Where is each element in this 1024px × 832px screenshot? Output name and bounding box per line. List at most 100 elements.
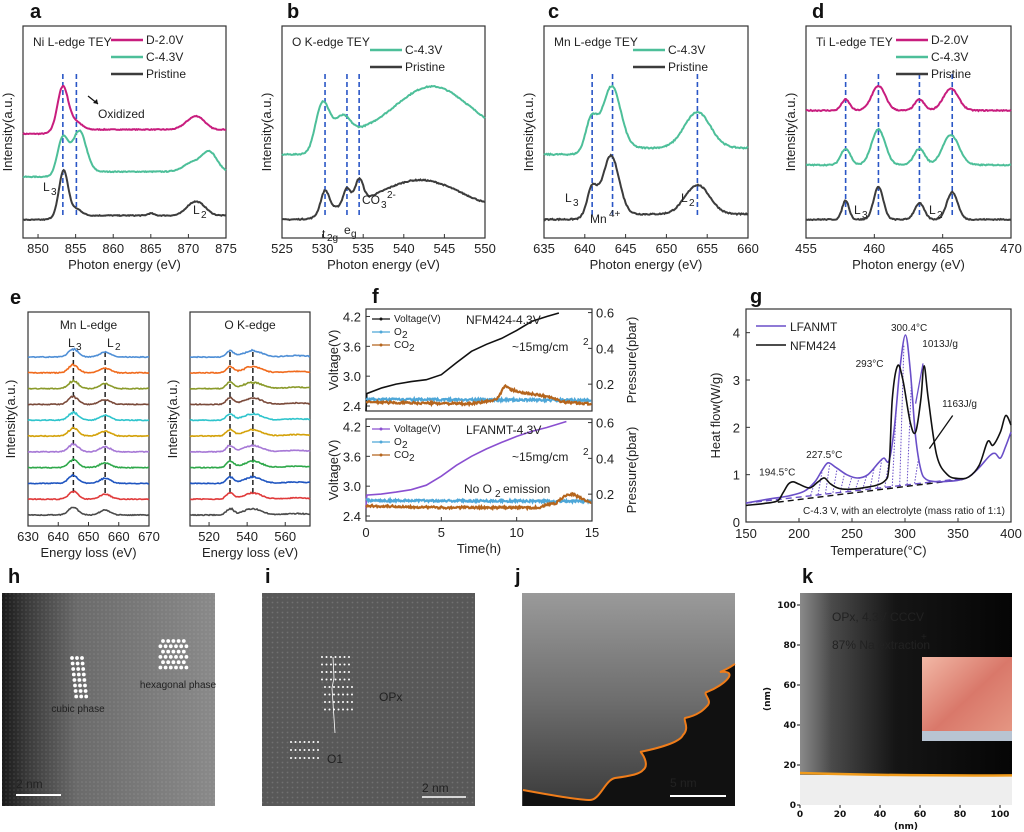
hexagonal-lattice-dot <box>174 655 178 659</box>
loading-note-sup: 2 <box>583 337 589 348</box>
x-tick-label: 80 <box>954 810 967 820</box>
x-tick-label: 0 <box>797 810 803 820</box>
x-axis-label: Photon energy (eV) <box>590 257 703 272</box>
o1-lattice-dot <box>294 749 297 751</box>
annotation-sub: 2 <box>689 198 695 209</box>
opx-lattice-dot <box>333 693 335 696</box>
annotation-eg: e <box>344 223 351 237</box>
opx-lattice-dot <box>330 671 332 673</box>
hexagonal-lattice-dot <box>161 660 165 665</box>
annotation-l2: L <box>929 203 936 217</box>
x-tick-label: 645 <box>615 241 637 256</box>
panel-label-j: j <box>514 566 521 588</box>
stack-spectrum-line <box>189 412 311 422</box>
stack-spectrum-line <box>27 506 150 517</box>
o1-lattice-dot <box>308 749 310 751</box>
opx-lattice-dot <box>339 671 341 673</box>
y-tick-label: 20 <box>783 761 796 771</box>
x-tick-label: 650 <box>78 529 100 544</box>
hexagonal-lattice-dot <box>174 644 178 649</box>
y2-axis-label: Pressure(pbar) <box>624 427 639 514</box>
annotation-sub: 2 <box>937 210 943 221</box>
legend-label: Pristine <box>668 60 708 74</box>
integration-hatch <box>847 476 853 492</box>
x-tick-label: 630 <box>17 529 39 544</box>
opx-lattice-dot <box>324 701 326 703</box>
cubic-lattice-dot <box>80 656 84 660</box>
opx-lattice-dot <box>337 686 340 688</box>
hexagonal-lattice-dot <box>168 665 173 670</box>
hexagonal-lattice-dot <box>166 649 171 654</box>
series-line-nfm424 <box>745 364 1012 507</box>
electrolyte-region <box>800 775 1012 805</box>
opx-lattice-dot <box>337 708 340 711</box>
scale-bar-label-j: 5 nm <box>670 776 697 790</box>
series-line-pristine <box>281 176 486 222</box>
stack-spectrum-line <box>27 442 149 454</box>
panel-label-h: h <box>8 566 20 588</box>
annotation-no-o2: No O <box>464 482 492 496</box>
label-opx: OPx <box>379 690 402 704</box>
opx-lattice-dot <box>346 701 349 703</box>
opx-lattice-dot <box>328 693 331 696</box>
y-tick-label: 3.6 <box>343 449 361 464</box>
legend-marker <box>379 453 383 457</box>
series-line-d-2-0v <box>805 84 1012 113</box>
x-tick-label: 10 <box>509 525 523 540</box>
chart-a-frame <box>22 25 227 239</box>
hexagonal-lattice-dot <box>179 665 184 670</box>
annotation-293c: 293°C <box>856 359 884 370</box>
opx-lattice-dot <box>324 708 326 711</box>
x-tick-label: 540 <box>236 529 258 544</box>
x-tick-label: 100 <box>991 810 1010 820</box>
chart-g-frame <box>745 308 1012 523</box>
stack-spectrum-line <box>27 474 149 485</box>
chart-title: O K-edge TEY <box>292 35 370 49</box>
cubic-lattice-dot <box>74 694 79 699</box>
x-tick-label: 545 <box>434 241 456 256</box>
o1-lattice-dot <box>290 749 292 751</box>
y-tick-label: 0 <box>733 515 740 530</box>
x-tick-label: 0 <box>362 525 369 540</box>
o1-lattice-dot <box>317 749 319 751</box>
annotation-300-4c: 300.4°C <box>891 323 927 334</box>
hexagonal-lattice-dot <box>171 649 176 654</box>
o1-lattice-dot <box>299 749 301 751</box>
x-tick-label: 150 <box>735 526 757 541</box>
panel-label-i: i <box>265 566 271 588</box>
hexagonal-lattice-dot <box>158 655 163 659</box>
hexagonal-lattice-dot <box>184 655 189 659</box>
x-axis-label: Energy loss (eV) <box>40 545 136 560</box>
opx-lattice-dot <box>334 671 337 673</box>
integration-hatch <box>832 468 838 493</box>
chart-title: Ni L-edge TEY <box>33 35 112 49</box>
annotation-l3: L <box>854 203 861 217</box>
y-axis-label: Voltage(V) <box>326 440 341 501</box>
y-axis-label: Intensity(a.u.) <box>259 93 274 172</box>
x-tick-label: 640 <box>574 241 596 256</box>
stack-spectrum-line <box>27 490 150 501</box>
series-line-o2 <box>365 496 592 506</box>
interface-line-k <box>799 771 1013 777</box>
legend-label: O <box>394 327 402 338</box>
opx-lattice-dot <box>325 656 328 658</box>
hexagonal-lattice-dot <box>184 665 189 670</box>
series-line-co2 <box>365 383 593 408</box>
chart-d-frame <box>805 25 1012 239</box>
o1-lattice-dot <box>308 757 310 759</box>
opx-lattice-dot <box>343 678 346 681</box>
annotation-arrow-purple <box>914 363 924 404</box>
hexagonal-lattice-dot <box>166 639 171 643</box>
y2-axis-label: Pressure(pbar) <box>624 317 639 404</box>
x-tick-label: 550 <box>474 241 496 256</box>
legend-marker <box>379 317 383 321</box>
legend-sub: 2 <box>409 453 415 464</box>
legend-sub: 2 <box>409 343 415 354</box>
opx-lattice-dot <box>324 686 326 688</box>
x-tick-label: 465 <box>932 241 954 256</box>
loading-note-sup: 2 <box>583 447 589 458</box>
y-axis-label: Intensity(a.u.) <box>3 380 18 459</box>
y-axis-label: Heat flow(W/g) <box>708 373 723 459</box>
legend-label: D-2.0V <box>146 33 183 47</box>
opx-lattice-dot <box>328 686 331 688</box>
